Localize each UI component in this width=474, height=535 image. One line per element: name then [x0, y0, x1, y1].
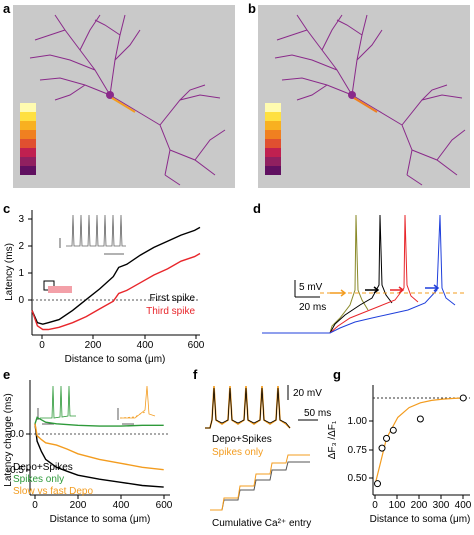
f-caption: Cumulative Ca²⁺ entry [212, 518, 311, 529]
panel-g-axes [369, 385, 470, 499]
panel-label-d: d [253, 201, 261, 216]
c-ytick-0: 0 [18, 295, 24, 306]
c-series-group [31, 226, 201, 331]
f-spike-traces [205, 385, 291, 429]
neuron-morphology-b [274, 14, 466, 186]
e-line-spikes-only [34, 416, 164, 427]
colorbar-b [265, 103, 281, 175]
panel-label-c: c [3, 201, 10, 216]
e-series-group [34, 416, 164, 488]
d-scale-time: 20 ms [299, 302, 326, 313]
g-xtick-300: 300 [433, 500, 450, 511]
g-xtick-400: 400 [455, 500, 472, 511]
c-inset-spike-train [59, 214, 126, 255]
panel-label-g: g [333, 367, 341, 382]
g-xtick-100: 100 [389, 500, 406, 511]
f-legend-depo-spikes: Depo+Spikes [212, 434, 272, 445]
c-xtick-600: 600 [188, 340, 205, 351]
soma-b [348, 91, 356, 99]
neuron-morphology-a [29, 14, 226, 186]
g-ytick-050: 0.50 [348, 473, 368, 484]
c-xlabel: Distance to soma (μm) [65, 354, 166, 365]
g-data-point [389, 426, 397, 434]
e-xtick-400: 400 [113, 500, 130, 511]
panel-label-a: a [3, 1, 11, 16]
e-legend-slow-vs-fast: Slow vs fast Depo [13, 486, 93, 497]
panel-label-b: b [248, 1, 256, 16]
f-scale-voltage: 20 mV [293, 388, 322, 399]
e-xtick-0: 0 [32, 500, 38, 511]
g-data-point [416, 415, 424, 423]
c-line-first-spike [31, 226, 201, 325]
e-inset-traces [37, 385, 156, 425]
g-xtick-0: 0 [372, 500, 378, 511]
e-xtick-200: 200 [70, 500, 87, 511]
f-cumulative-ca-traces [210, 454, 310, 511]
c-pink-bar [48, 286, 72, 293]
soma-a [106, 91, 114, 99]
g-xtick-200: 200 [411, 500, 428, 511]
f-legend-spikes-only: Spikes only [212, 447, 263, 458]
e-line-depo-spikes [34, 423, 164, 488]
colorbar-a [20, 103, 36, 175]
g-data-point [378, 444, 386, 452]
d-scale-bars [294, 280, 320, 298]
c-ytick-3: 3 [18, 214, 24, 225]
c-xtick-200: 200 [85, 340, 102, 351]
e-ytick-neg05: -0.5 [7, 465, 25, 476]
panel-label-f: f [193, 367, 198, 382]
e-line-slow-vs-fast-depo [34, 423, 164, 471]
panel-a-background [13, 5, 235, 188]
g-ytick-100: 1.00 [348, 416, 368, 427]
e-legend-spikes-only: Spikes only [13, 474, 64, 485]
g-series-group [373, 394, 470, 488]
panel-c-axes [28, 210, 200, 339]
e-xlabel: Distance to soma (μm) [50, 514, 151, 525]
c-legend-first-spike: First spike [149, 293, 195, 304]
g-data-point [383, 434, 391, 442]
g-ytick-075: 0.75 [348, 445, 368, 456]
c-xtick-0: 0 [39, 340, 45, 351]
e-xtick-600: 600 [156, 500, 173, 511]
d-voltage-traces [262, 214, 456, 334]
panel-label-e: e [3, 367, 10, 382]
c-ytick-2: 2 [18, 241, 24, 252]
c-line-third-spike [31, 252, 201, 331]
c-ytick-1: 1 [18, 268, 24, 279]
c-xtick-400: 400 [137, 340, 154, 351]
d-scale-voltage: 5 mV [299, 282, 323, 293]
panel-e-axes [26, 380, 170, 499]
c-ylabel: Latency (ms) [4, 243, 15, 301]
axon-initial-segment-a [111, 97, 136, 113]
d-arrows [330, 284, 440, 297]
g-data-point [459, 394, 467, 402]
c-legend-third-spike: Third spike [146, 306, 195, 317]
f-scale-time: 50 ms [304, 408, 331, 419]
g-ylabel: ΔF₃ /ΔF₁ [327, 420, 338, 459]
e-ylabel: Latency change (ms) [3, 393, 14, 486]
g-data-point [374, 480, 382, 488]
e-legend-depo-spikes: Depo+Spikes [13, 462, 73, 473]
e-ytick-0: 0.0 [10, 429, 24, 440]
g-xlabel: Distance to soma (μm) [370, 514, 471, 525]
f-scale-bars [287, 385, 318, 421]
axon-initial-segment-b [353, 97, 378, 113]
